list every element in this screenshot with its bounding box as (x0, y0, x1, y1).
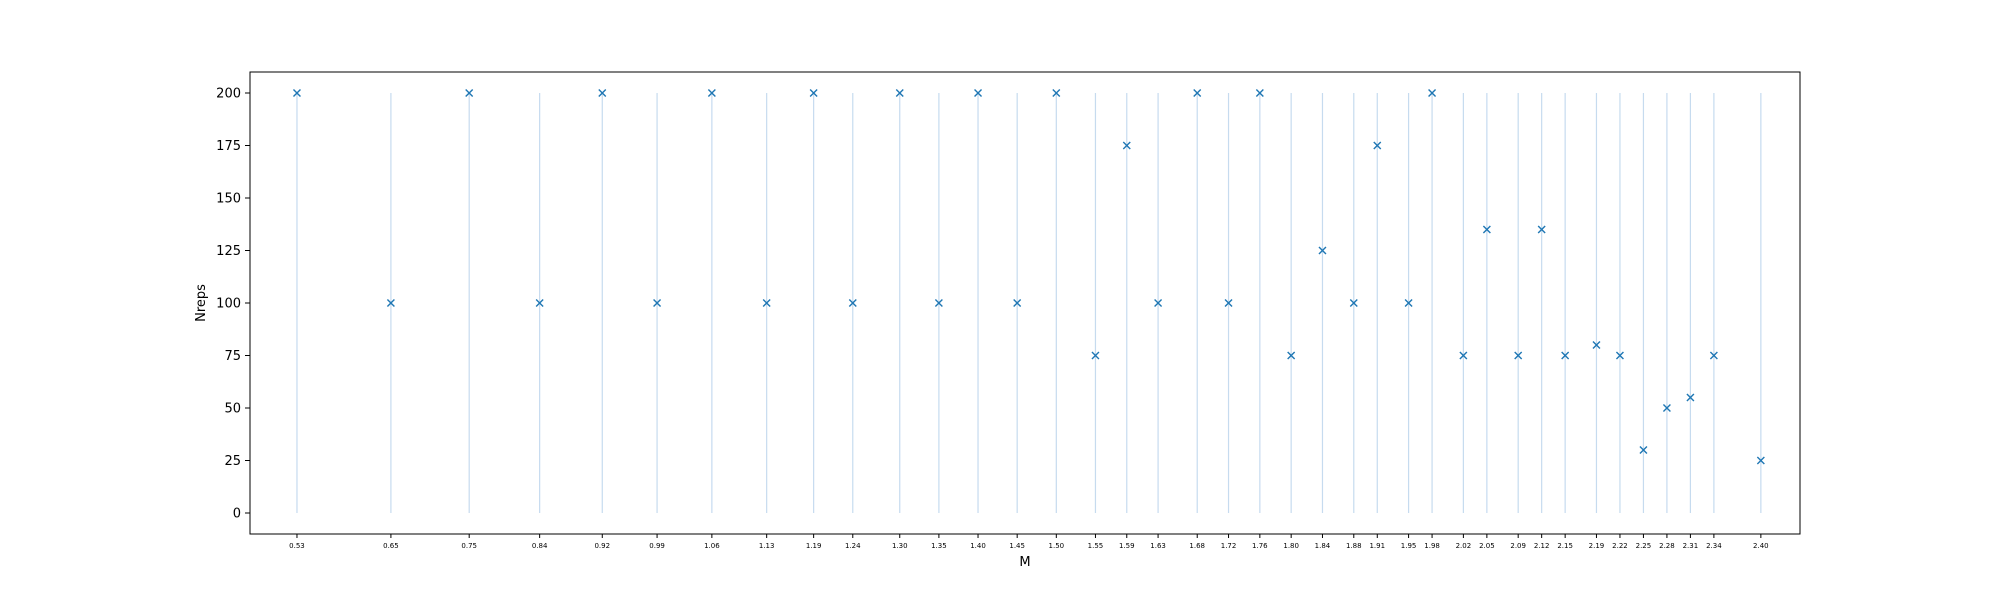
x-tick-label: 1.80 (1283, 542, 1299, 550)
y-tick-label: 75 (224, 349, 241, 364)
data-point (1318, 246, 1327, 255)
x-tick-label: 2.09 (1510, 542, 1526, 550)
data-point (1709, 351, 1718, 360)
x-tick-label: 1.45 (1009, 542, 1025, 550)
y-tick-label: 100 (216, 297, 241, 312)
data-point (809, 89, 818, 97)
y-axis-ticks: 0 25 50 75 100 125 150 175 200 (216, 87, 250, 522)
x-tick-label: 1.24 (845, 542, 861, 550)
data-point (1514, 351, 1523, 360)
x-tick-label: 0.75 (461, 542, 477, 550)
data-point (1255, 89, 1264, 97)
plot-background (250, 72, 1800, 534)
x-tick-label: 1.35 (931, 542, 947, 550)
data-point (974, 89, 983, 97)
x-tick-label: 2.12 (1534, 542, 1550, 550)
data-point (1052, 89, 1061, 97)
data-point (1428, 89, 1437, 97)
x-tick-label: 1.13 (759, 542, 775, 550)
y-tick-label: 125 (216, 244, 241, 259)
x-tick-label: 1.55 (1088, 542, 1104, 550)
data-point (1091, 351, 1100, 360)
x-tick-label: 2.02 (1456, 542, 1472, 550)
y-tick-label: 175 (216, 139, 241, 154)
data-point (1013, 299, 1022, 307)
data-point (762, 299, 771, 307)
x-tick-label: 1.06 (704, 542, 720, 550)
data-point (1482, 225, 1491, 234)
data-point (292, 89, 301, 97)
x-tick-label: 0.99 (649, 542, 665, 550)
data-point (535, 299, 544, 307)
x-tick-label: 1.40 (970, 542, 986, 550)
x-tick-label: 2.05 (1479, 542, 1495, 550)
x-tick-label: 1.98 (1424, 542, 1440, 550)
y-tick-label: 0 (233, 507, 241, 522)
y-tick-label: 25 (224, 454, 241, 469)
data-point (1756, 456, 1765, 465)
data-point (1662, 404, 1671, 412)
x-tick-label: 2.34 (1706, 542, 1722, 550)
x-tick-label: 0.53 (289, 542, 305, 550)
x-axis-ticks: 0.53 0.65 0.75 0.84 0.92 0.99 1.06 1.13 1.19 1.24… (289, 534, 1769, 550)
y-tick-label: 50 (224, 402, 241, 417)
x-tick-label: 1.19 (806, 542, 822, 550)
x-tick-label: 2.28 (1659, 542, 1675, 550)
data-point (386, 299, 395, 307)
x-tick-label: 0.65 (383, 542, 399, 550)
x-tick-label: 2.31 (1683, 542, 1699, 550)
data-point (1154, 299, 1163, 307)
y-tick-label: 150 (216, 192, 241, 207)
y-tick-label: 200 (216, 87, 241, 102)
data-point (1287, 351, 1296, 360)
x-tick-label: 1.30 (892, 542, 908, 550)
data-point (465, 89, 474, 97)
data-point (1404, 299, 1413, 307)
data-point (1459, 351, 1468, 360)
x-tick-label: 2.25 (1636, 542, 1652, 550)
data-points (292, 89, 1765, 465)
x-tick-label: 1.68 (1189, 542, 1205, 550)
data-point (1537, 225, 1546, 234)
data-point (1592, 341, 1601, 349)
x-tick-label: 1.63 (1150, 542, 1166, 550)
data-point (653, 299, 662, 307)
data-point (1615, 351, 1624, 360)
data-point (895, 89, 904, 97)
data-point (1193, 89, 1202, 97)
x-tick-label: 2.22 (1612, 542, 1628, 550)
data-point (1686, 393, 1695, 402)
x-tick-label: 1.91 (1369, 542, 1385, 550)
x-axis-label: M (1019, 555, 1030, 570)
x-tick-label: 2.40 (1753, 542, 1769, 550)
x-tick-label: 1.76 (1252, 542, 1268, 550)
data-point (707, 89, 716, 97)
x-tick-label: 2.19 (1589, 542, 1605, 550)
data-point (1373, 141, 1382, 150)
data-point (848, 299, 857, 307)
x-tick-label: 2.15 (1557, 542, 1573, 550)
data-point (1122, 141, 1131, 150)
data-point (1349, 299, 1358, 307)
x-tick-label: 1.50 (1049, 542, 1065, 550)
x-tick-label: 1.59 (1119, 542, 1135, 550)
data-point (934, 299, 943, 307)
data-point (1561, 351, 1570, 360)
x-tick-label: 1.88 (1346, 542, 1362, 550)
x-tick-label: 1.95 (1401, 542, 1417, 550)
x-tick-label: 1.84 (1315, 542, 1331, 550)
y-axis-label: Nreps (194, 284, 209, 322)
x-tick-label: 0.92 (594, 542, 610, 550)
data-point (1224, 299, 1233, 307)
data-point (1639, 446, 1648, 454)
x-tick-label: 0.84 (532, 542, 548, 550)
x-tick-label: 1.72 (1221, 542, 1237, 550)
data-point (598, 89, 607, 97)
